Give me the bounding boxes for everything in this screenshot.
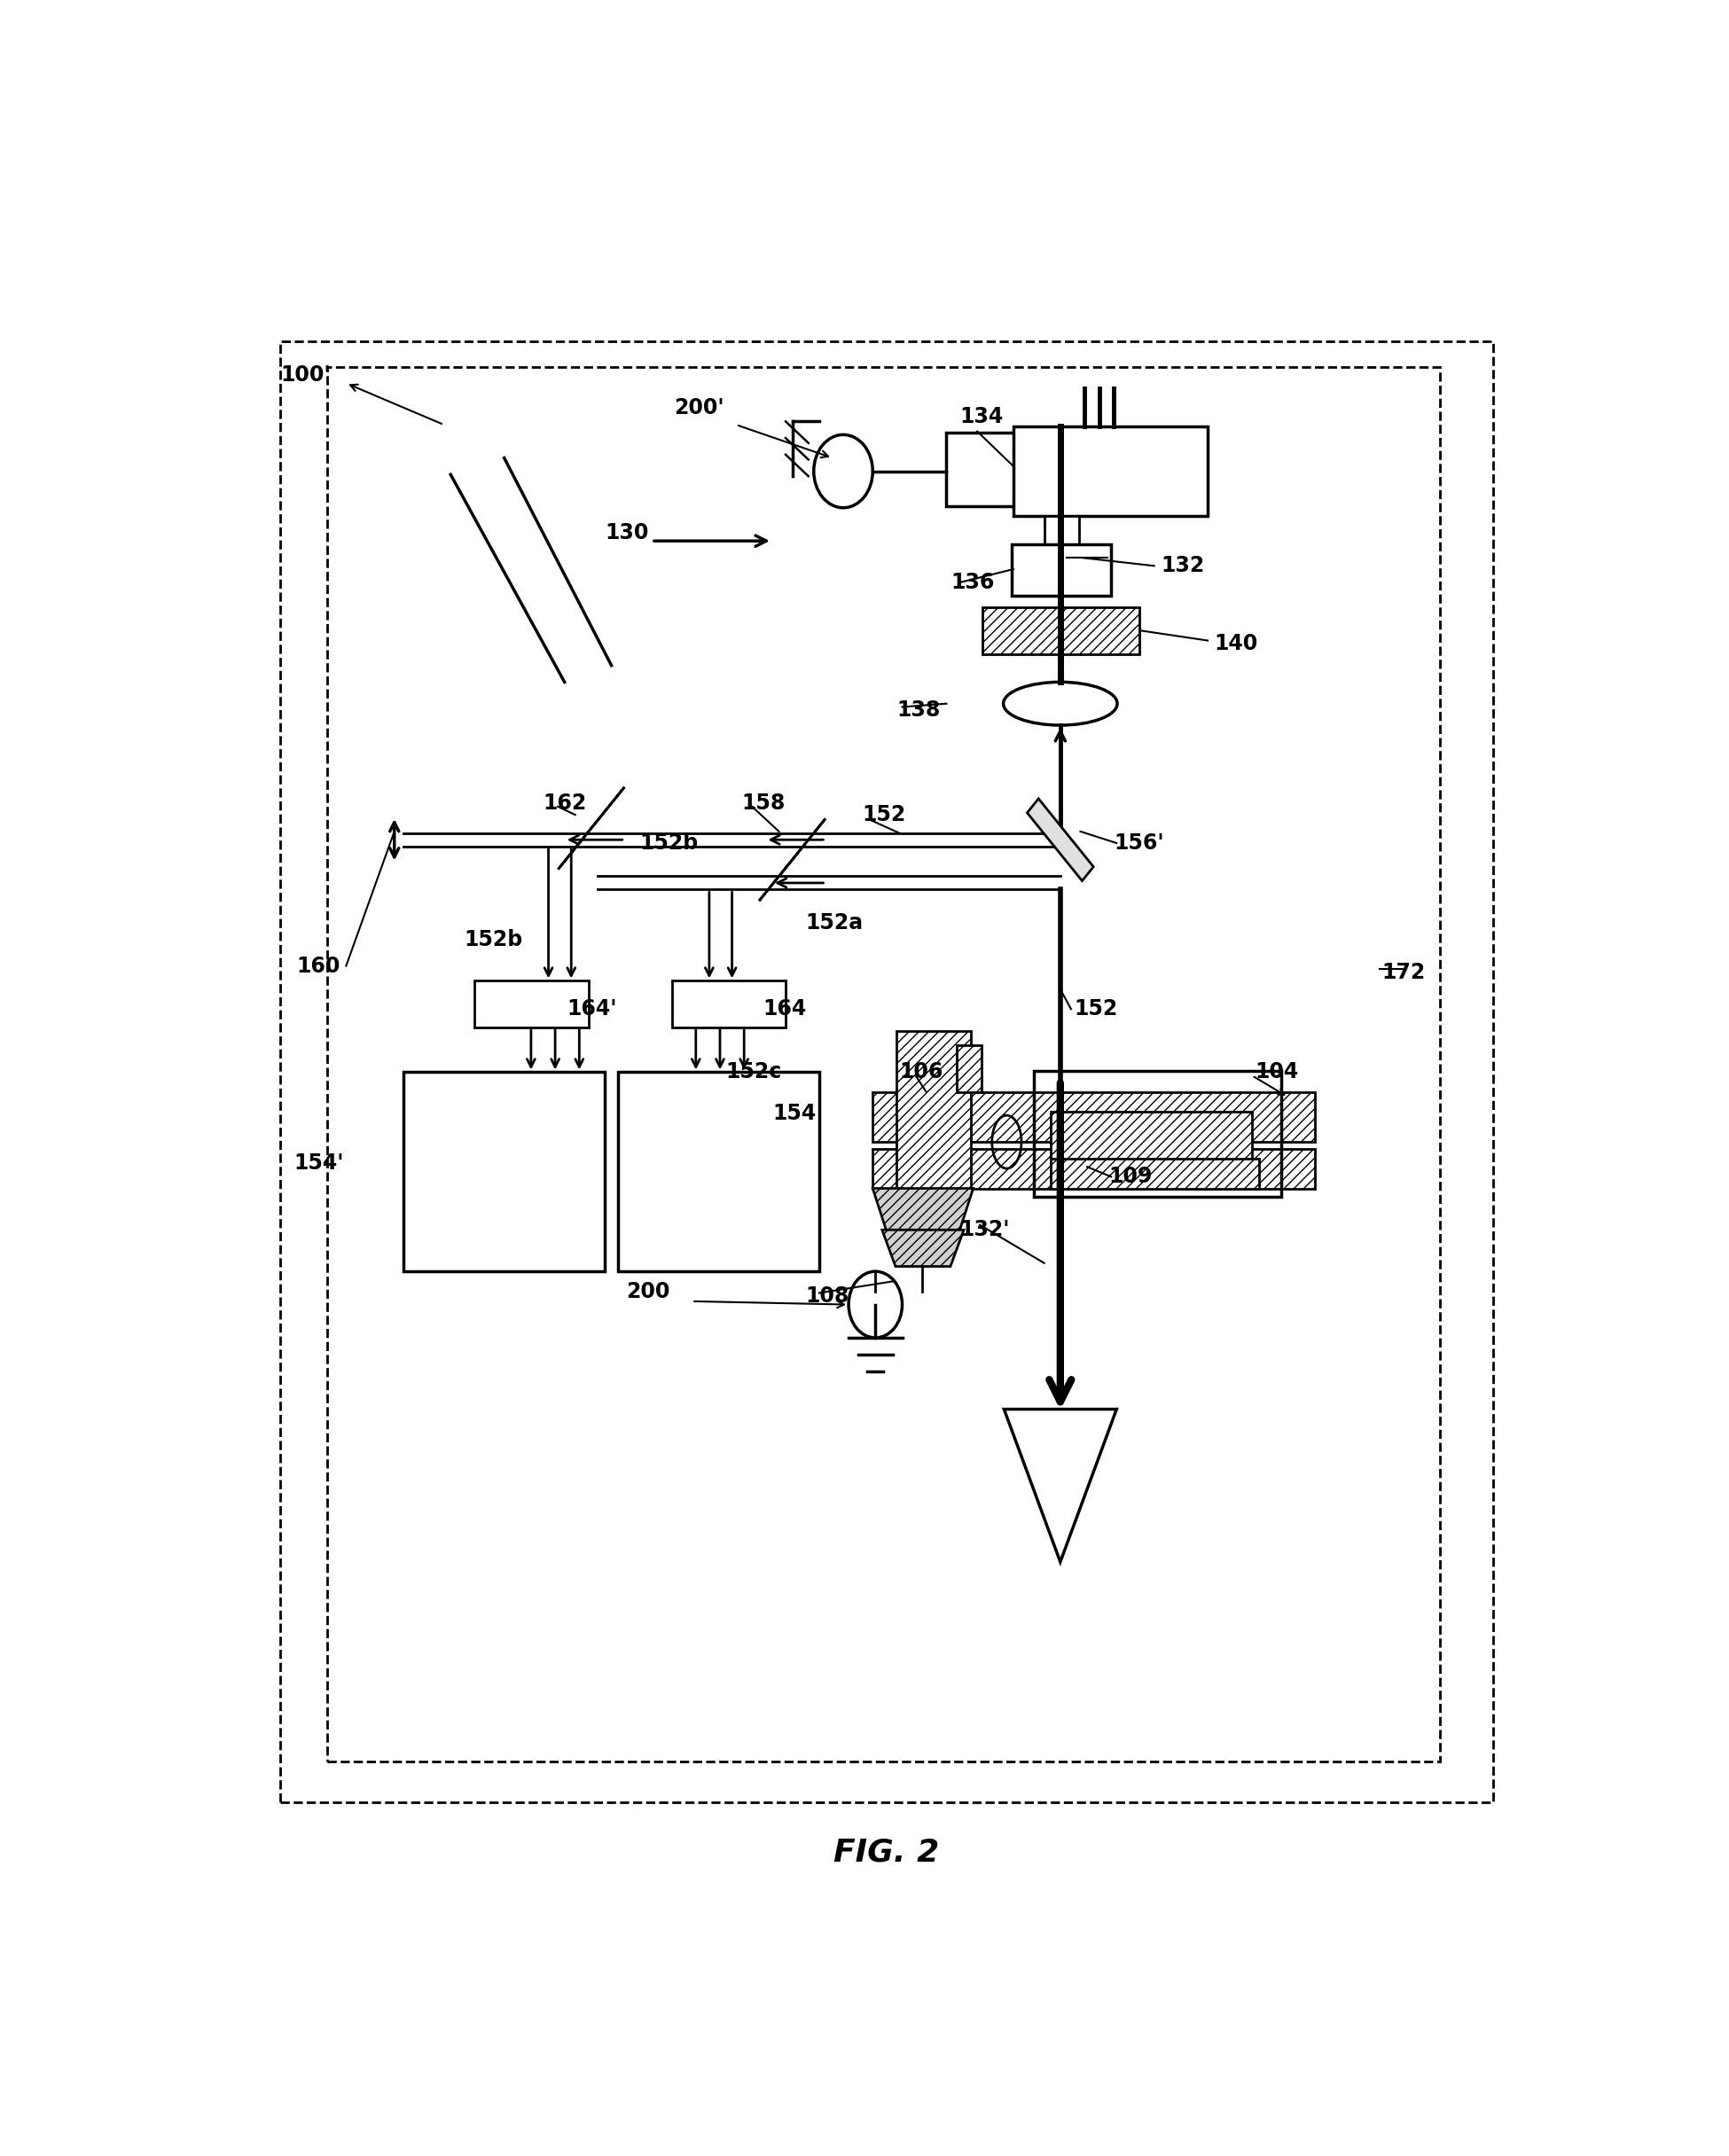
Text: 152: 152 xyxy=(1074,998,1117,1020)
Text: 162: 162 xyxy=(543,793,586,813)
Text: 154': 154' xyxy=(294,1153,344,1175)
Bar xyxy=(958,1046,982,1093)
Bar xyxy=(405,1072,605,1272)
Polygon shape xyxy=(1027,798,1093,882)
Text: 152b: 152b xyxy=(640,832,699,854)
Bar xyxy=(897,1031,970,1188)
Text: FIG. 2: FIG. 2 xyxy=(833,1837,939,1867)
Text: 106: 106 xyxy=(899,1061,944,1082)
Text: 152a: 152a xyxy=(806,912,863,934)
Text: 200': 200' xyxy=(674,397,724,418)
Text: 164': 164' xyxy=(567,998,617,1020)
Text: 160: 160 xyxy=(297,955,341,977)
Bar xyxy=(1044,515,1079,543)
Bar xyxy=(619,1072,820,1272)
Text: 100': 100' xyxy=(280,364,330,386)
Polygon shape xyxy=(882,1229,963,1266)
Text: 154: 154 xyxy=(773,1104,816,1123)
Bar xyxy=(946,433,1046,507)
Bar xyxy=(280,343,1494,1802)
Polygon shape xyxy=(558,787,624,869)
Text: 136: 136 xyxy=(951,571,994,593)
Text: 156': 156' xyxy=(1113,832,1164,854)
Bar xyxy=(873,1093,1314,1143)
Text: 132': 132' xyxy=(960,1220,1010,1240)
Text: 138: 138 xyxy=(897,701,941,720)
Polygon shape xyxy=(873,1188,973,1229)
Bar xyxy=(327,367,1440,1761)
Text: 132: 132 xyxy=(1160,556,1205,576)
Text: 130: 130 xyxy=(605,522,648,543)
Text: 134: 134 xyxy=(960,405,1003,427)
Bar xyxy=(1034,1072,1281,1197)
Text: 104: 104 xyxy=(1255,1061,1298,1082)
Bar xyxy=(1011,543,1112,595)
Text: 200: 200 xyxy=(626,1281,669,1302)
Bar xyxy=(1051,1158,1259,1188)
Text: 172: 172 xyxy=(1381,962,1426,983)
Text: 109: 109 xyxy=(1108,1166,1152,1188)
Text: 164: 164 xyxy=(762,998,806,1020)
Text: 140: 140 xyxy=(1214,634,1259,655)
Text: 152c: 152c xyxy=(726,1061,782,1082)
Bar xyxy=(873,1149,1314,1188)
Text: 108: 108 xyxy=(806,1285,849,1307)
Bar xyxy=(671,981,785,1028)
Polygon shape xyxy=(759,819,825,901)
Bar xyxy=(1013,427,1207,515)
Polygon shape xyxy=(1005,1410,1117,1561)
Text: 158: 158 xyxy=(742,793,785,813)
Bar xyxy=(475,981,588,1028)
Text: 152: 152 xyxy=(863,804,906,826)
Text: 152b: 152b xyxy=(463,929,522,951)
Bar xyxy=(1051,1112,1252,1162)
Bar xyxy=(982,608,1139,653)
